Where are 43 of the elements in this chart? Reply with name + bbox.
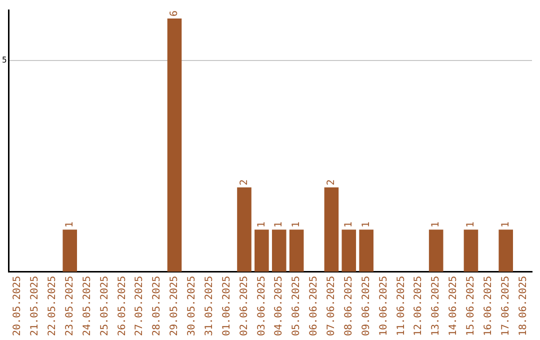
x-tick-label: 15.06.2025 xyxy=(466,276,477,336)
x-tick-label: 02.06.2025 xyxy=(238,276,250,336)
x-tick-label: 10.06.2025 xyxy=(378,276,390,336)
x-tick-label: 23.05.2025 xyxy=(64,276,76,336)
y-tick-label: 5 xyxy=(2,56,7,65)
x-tick-label: 11.06.2025 xyxy=(396,276,407,336)
x-tick-label: 04.06.2025 xyxy=(274,276,285,336)
x-tick-label: 27.05.2025 xyxy=(134,276,146,336)
x-tick-label: 30.05.2025 xyxy=(186,276,198,336)
x-tick-label: 28.05.2025 xyxy=(152,276,163,336)
x-tick-label: 05.06.2025 xyxy=(291,276,302,336)
data-label: 1 xyxy=(291,222,302,228)
data-label: 2 xyxy=(326,179,338,186)
data-label: 1 xyxy=(466,222,477,228)
x-tick-label: 08.06.2025 xyxy=(343,276,354,336)
x-tick-label: 12.06.2025 xyxy=(413,276,424,336)
data-label: 1 xyxy=(500,222,512,228)
data-label: 1 xyxy=(256,222,268,228)
data-label: 6 xyxy=(169,10,180,16)
x-tick-label: 03.06.2025 xyxy=(256,276,268,336)
x-tick-label: 20.05.2025 xyxy=(12,276,24,336)
x-tick-label: 26.05.2025 xyxy=(116,276,128,336)
x-tick-label: 14.06.2025 xyxy=(448,276,460,336)
x-tick-label: 25.05.2025 xyxy=(99,276,110,336)
x-tick-label: 16.06.2025 xyxy=(482,276,494,336)
data-label: 1 xyxy=(343,222,354,228)
x-tick-label: 21.05.2025 xyxy=(30,276,41,336)
data-label: 1 xyxy=(64,222,76,228)
data-label: 1 xyxy=(274,222,285,228)
x-tick-label: 17.06.2025 xyxy=(500,276,512,336)
x-tick-label: 24.05.2025 xyxy=(82,276,93,336)
x-tick-label: 22.05.2025 xyxy=(47,276,58,336)
x-tick-label: 07.06.2025 xyxy=(326,276,338,336)
data-label: 1 xyxy=(360,222,372,228)
data-label: 1 xyxy=(430,222,442,228)
x-tick-label: 31.05.2025 xyxy=(204,276,215,336)
x-tick-label: 29.05.2025 xyxy=(169,276,180,336)
x-tick-label: 06.06.2025 xyxy=(308,276,320,336)
x-tick-label: 18.06.2025 xyxy=(518,276,529,336)
x-tick-label: 09.06.2025 xyxy=(360,276,372,336)
x-tick-label: 13.06.2025 xyxy=(430,276,442,336)
x-tick-label: 01.06.2025 xyxy=(221,276,232,336)
data-label: 2 xyxy=(238,179,250,186)
